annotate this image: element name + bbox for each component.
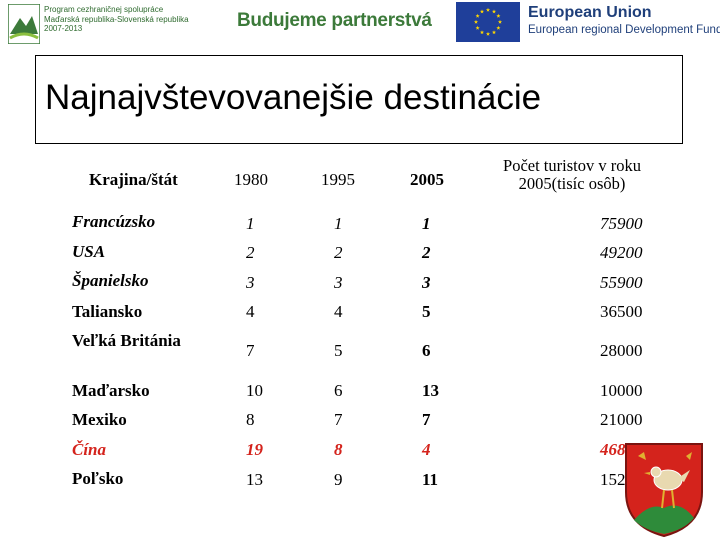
eu-star xyxy=(491,30,497,35)
program-line-2: Maďarská republika-Slovenská republika xyxy=(44,14,189,24)
row-2005: 2 xyxy=(422,243,431,262)
row-2005: 6 xyxy=(422,341,431,360)
row-name-madarsko: Maďarsko xyxy=(72,381,150,400)
row-1995: 5 xyxy=(334,341,343,360)
title-box: Najnajvštevovanejšie destinácie xyxy=(35,55,683,144)
header-1995: 1995 xyxy=(321,170,355,189)
row-name-francuzsko: Francúzsko xyxy=(72,212,156,231)
row-name-velka-britania: Veľká Británia xyxy=(72,331,181,350)
eu-subtitle: European regional Development Fund xyxy=(528,24,720,36)
row-1995: 3 xyxy=(334,273,343,292)
coat-of-arms-icon xyxy=(625,443,703,538)
row-2005: 4 xyxy=(422,440,431,459)
row-tourists: 28000 xyxy=(600,341,643,360)
row-2005: 7 xyxy=(422,410,431,429)
header-tourists-line1: Počet turistov v roku xyxy=(503,156,641,175)
row-1980: 3 xyxy=(246,273,255,292)
eu-star xyxy=(496,13,501,18)
row-tourists: 36500 xyxy=(600,302,643,321)
row-tourists: 21000 xyxy=(600,410,643,429)
eu-star xyxy=(479,30,485,35)
header-1980: 1980 xyxy=(234,170,268,189)
row-tourists: 75900 xyxy=(600,214,643,233)
header-bar: Program cezhraničnej spolupráce Maďarská… xyxy=(0,0,720,48)
row-1980: 19 xyxy=(246,440,263,459)
row-1995: 6 xyxy=(334,381,343,400)
eu-star xyxy=(497,19,503,24)
row-1995: 4 xyxy=(334,302,343,321)
eu-star xyxy=(485,31,491,36)
eu-star xyxy=(479,9,485,14)
eu-star xyxy=(475,13,480,18)
program-logo: Program cezhraničnej spolupráce Maďarská… xyxy=(8,4,223,44)
slogan: Budujeme partnerstvá xyxy=(237,10,432,31)
header-2005: 2005 xyxy=(410,170,444,189)
program-line-1: Program cezhraničnej spolupráce xyxy=(44,5,164,14)
row-1980: 10 xyxy=(246,381,263,400)
row-2005: 13 xyxy=(422,381,439,400)
program-mountain-icon xyxy=(8,4,40,44)
eu-star xyxy=(473,19,479,24)
program-line-3: 2007-2013 xyxy=(44,24,83,33)
header-country: Krajina/štát xyxy=(89,170,178,189)
row-2005: 1 xyxy=(422,214,431,233)
row-1980: 1 xyxy=(246,214,255,233)
row-2005: 5 xyxy=(422,302,431,321)
row-tourists: 152 xyxy=(600,470,626,489)
row-name-spanielsko: Španielsko xyxy=(72,271,149,290)
eu-star xyxy=(475,25,480,30)
row-name-usa: USA xyxy=(72,242,106,261)
row-tourists: 55900 xyxy=(600,273,643,292)
row-name-mexiko: Mexiko xyxy=(72,410,127,429)
row-1995: 7 xyxy=(334,410,343,429)
row-name-cina: Čína xyxy=(72,440,107,459)
row-tourists: 10000 xyxy=(600,381,643,400)
row-1980: 7 xyxy=(246,341,255,360)
eu-stars xyxy=(473,7,503,36)
eu-flag-icon xyxy=(456,2,520,42)
row-1995: 1 xyxy=(334,214,343,233)
eu-star xyxy=(485,7,491,12)
eu-star xyxy=(491,9,497,14)
header-tourists: Počet turistov v roku 2005(tisíc osôb) xyxy=(486,157,658,193)
header-tourists-line2: 2005(tisíc osôb) xyxy=(518,174,626,193)
eu-label: European Union European regional Develop… xyxy=(528,3,720,38)
eu-title: European Union xyxy=(528,4,652,21)
row-2005: 11 xyxy=(422,470,439,489)
row-name-polsko: Poľsko xyxy=(72,469,124,488)
row-tourists: 49200 xyxy=(600,243,643,262)
row-1980: 8 xyxy=(246,410,255,429)
row-1980: 2 xyxy=(246,243,255,262)
eu-star xyxy=(496,25,501,30)
row-1980: 13 xyxy=(246,470,263,489)
row-1980: 4 xyxy=(246,302,255,321)
row-1995: 9 xyxy=(334,470,343,489)
row-2005: 3 xyxy=(422,273,431,292)
row-1995: 2 xyxy=(334,243,343,262)
page-title: Najnajvštevovanejšie destinácie xyxy=(45,78,542,117)
row-name-taliansko: Taliansko xyxy=(72,302,143,321)
row-1995: 8 xyxy=(334,440,343,459)
program-text: Program cezhraničnej spolupráce Maďarská… xyxy=(44,5,189,34)
